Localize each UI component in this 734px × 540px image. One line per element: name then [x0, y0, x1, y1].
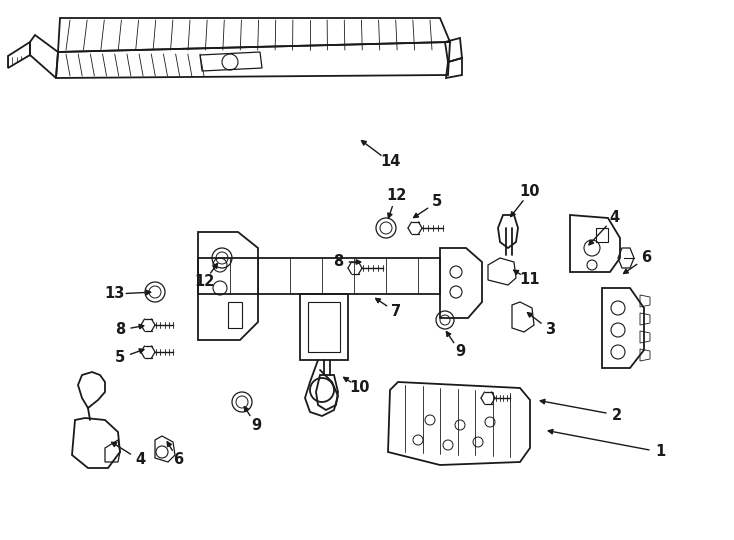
Text: 6: 6 [173, 453, 183, 468]
Text: 10: 10 [349, 381, 370, 395]
Text: 14: 14 [379, 154, 400, 170]
Text: 7: 7 [391, 305, 401, 320]
Text: 13: 13 [105, 287, 126, 301]
Text: 4: 4 [135, 453, 145, 468]
Text: 1: 1 [655, 444, 665, 460]
Text: 2: 2 [612, 408, 622, 422]
Text: 5: 5 [115, 350, 125, 366]
Text: 9: 9 [455, 345, 465, 360]
Text: 11: 11 [520, 273, 540, 287]
Text: 5: 5 [432, 194, 442, 210]
Text: 6: 6 [641, 251, 651, 266]
Text: 10: 10 [520, 185, 540, 199]
Text: 8: 8 [333, 254, 343, 269]
Text: 9: 9 [251, 417, 261, 433]
Text: 8: 8 [115, 322, 125, 338]
Text: 3: 3 [545, 322, 555, 338]
Text: 12: 12 [386, 188, 406, 204]
Text: 12: 12 [194, 274, 214, 289]
Text: 4: 4 [609, 211, 619, 226]
